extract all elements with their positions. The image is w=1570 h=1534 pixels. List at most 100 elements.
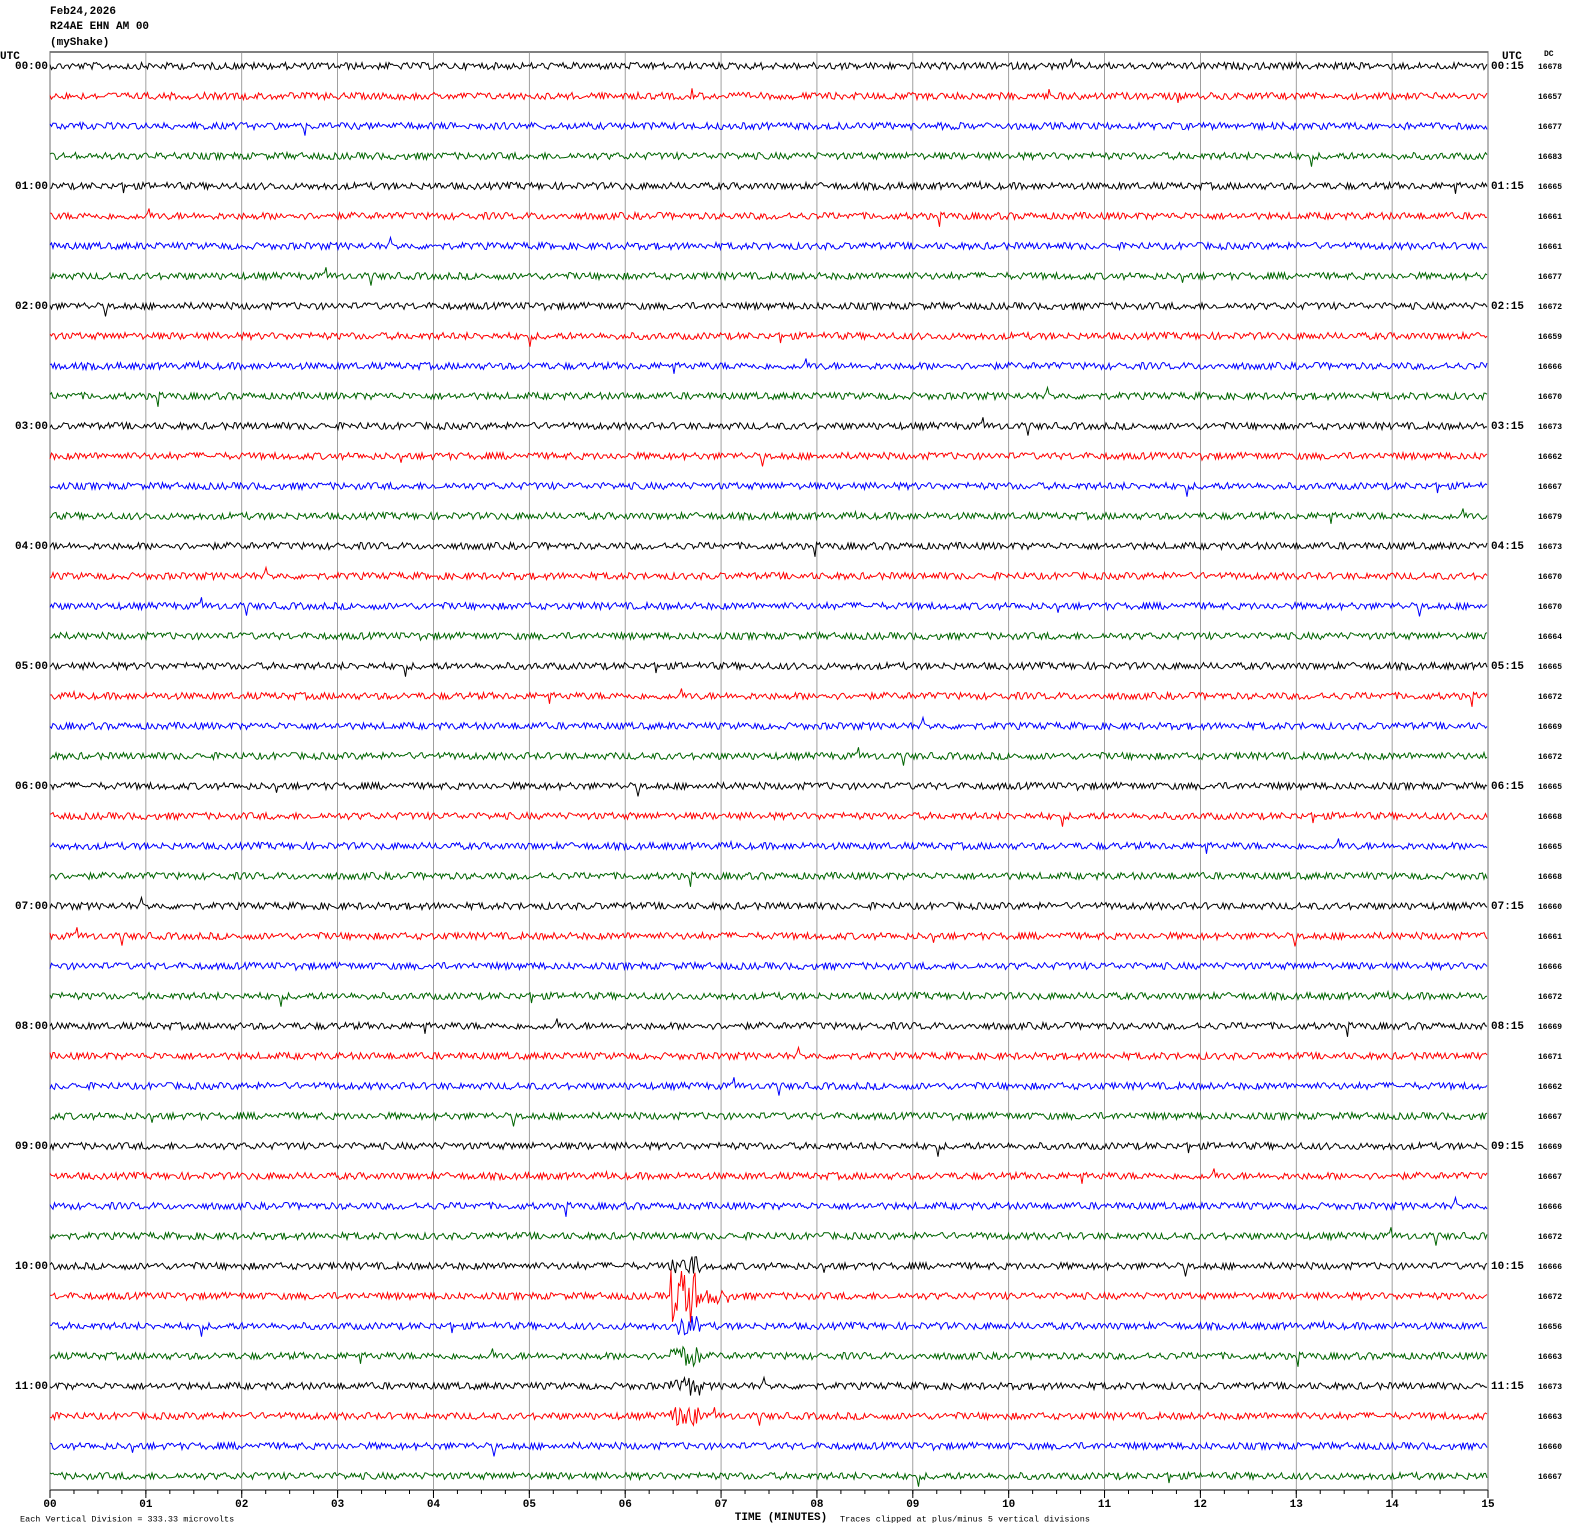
clip-note: Traces clipped at plus/minus 5 vertical … <box>840 1514 1090 1524</box>
dc-value: 16683 <box>1538 153 1562 162</box>
dc-value: 16667 <box>1538 1473 1562 1482</box>
trace <box>49 747 1488 766</box>
trace <box>49 780 1488 797</box>
network: (myShake) <box>50 37 109 49</box>
trace <box>49 417 1488 436</box>
x-tick-label: 15 <box>1481 1499 1495 1511</box>
right-time-label: 03:15 <box>1491 421 1524 433</box>
right-time-label: 01:15 <box>1491 181 1524 193</box>
dc-value: 16671 <box>1538 1053 1562 1062</box>
x-tick-label: 08 <box>810 1499 824 1511</box>
left-time-label: 07:00 <box>15 901 48 913</box>
trace <box>49 208 1488 227</box>
trace <box>49 688 1488 707</box>
right-time-label: 02:15 <box>1491 301 1524 313</box>
dc-value: 16669 <box>1538 723 1562 732</box>
trace <box>49 1470 1488 1487</box>
trace <box>50 1270 1488 1323</box>
dc-value: 16665 <box>1538 843 1562 852</box>
dc-value: 16672 <box>1538 1233 1562 1242</box>
right-time-label: 05:15 <box>1491 661 1524 673</box>
x-tick-label: 00 <box>43 1499 56 1511</box>
x-tick-label: 04 <box>427 1499 441 1511</box>
trace <box>49 960 1488 972</box>
x-tick-label: 07 <box>714 1499 727 1511</box>
right-axis-title: UTC <box>1502 51 1522 63</box>
trace <box>49 1227 1488 1246</box>
scale-note: Each Vertical Division = 333.33 microvol… <box>20 1514 234 1524</box>
dc-value: 16669 <box>1538 1143 1562 1152</box>
trace <box>50 179 1488 194</box>
x-tick-label: 03 <box>331 1499 345 1511</box>
trace <box>49 508 1488 524</box>
trace <box>49 1256 1488 1277</box>
dc-value: 16665 <box>1538 663 1562 672</box>
x-tick-label: 14 <box>1386 1499 1400 1511</box>
trace <box>49 450 1488 467</box>
dc-value: 16665 <box>1538 183 1562 192</box>
left-time-label: 01:00 <box>15 181 48 193</box>
left-time-label: 09:00 <box>15 1141 48 1153</box>
trace <box>49 1110 1488 1127</box>
x-tick-label: 12 <box>1194 1499 1207 1511</box>
dc-value: 16672 <box>1538 1293 1562 1302</box>
right-time-label: 06:15 <box>1491 781 1524 793</box>
dc-value: 16661 <box>1538 213 1562 222</box>
dc-value: 16657 <box>1538 93 1562 102</box>
left-time-label: 10:00 <box>15 1261 48 1273</box>
trace <box>49 1018 1488 1037</box>
left-time-label: 11:00 <box>15 1381 48 1393</box>
trace <box>49 88 1488 103</box>
trace <box>49 715 1488 732</box>
dc-value: 16678 <box>1538 63 1562 72</box>
dc-value: 16662 <box>1538 453 1562 462</box>
trace <box>49 565 1488 582</box>
dc-value: 16662 <box>1538 1083 1562 1092</box>
right-time-label: 10:15 <box>1491 1261 1524 1273</box>
dc-value: 16667 <box>1538 1173 1562 1182</box>
trace <box>49 150 1488 167</box>
right-time-label: 07:15 <box>1491 901 1524 913</box>
dc-value: 16673 <box>1538 1383 1562 1392</box>
left-time-label: 02:00 <box>15 301 48 313</box>
trace <box>49 58 1488 72</box>
dc-title: DC <box>1544 50 1554 59</box>
trace <box>49 1140 1488 1157</box>
trace <box>49 1406 1488 1427</box>
trace <box>49 267 1488 286</box>
dc-value: 16666 <box>1538 963 1562 972</box>
x-tick-label: 02 <box>235 1499 248 1511</box>
x-tick-label: 05 <box>523 1499 537 1511</box>
dc-value: 16670 <box>1538 603 1562 612</box>
trace <box>49 235 1488 252</box>
trace <box>49 810 1488 827</box>
trace <box>49 597 1488 617</box>
dc-value: 16664 <box>1538 633 1562 642</box>
x-axis-title: TIME (MINUTES) <box>735 1512 827 1524</box>
dc-value: 16660 <box>1538 903 1562 912</box>
trace <box>49 838 1488 854</box>
trace <box>49 870 1488 887</box>
date: Feb24,2026 <box>50 6 116 18</box>
dc-value: 16666 <box>1538 363 1562 372</box>
x-tick-label: 11 <box>1098 1499 1112 1511</box>
trace <box>49 660 1488 677</box>
trace <box>49 358 1488 374</box>
dc-value: 16667 <box>1538 1113 1562 1122</box>
left-time-label: 08:00 <box>15 1021 48 1033</box>
dc-value: 16677 <box>1538 123 1562 132</box>
trace <box>49 120 1488 136</box>
dc-value: 16672 <box>1538 753 1562 762</box>
right-time-label: 09:15 <box>1491 1141 1524 1153</box>
dc-value: 16660 <box>1538 1443 1562 1452</box>
dc-value: 16666 <box>1538 1263 1562 1272</box>
dc-value: 16656 <box>1538 1323 1562 1332</box>
trace <box>49 1375 1487 1396</box>
trace <box>49 989 1488 1007</box>
left-time-label: 00:00 <box>15 61 48 73</box>
dc-value: 16661 <box>1538 243 1562 252</box>
trace <box>49 1168 1488 1184</box>
trace <box>49 480 1488 497</box>
dc-value: 16677 <box>1538 273 1562 282</box>
